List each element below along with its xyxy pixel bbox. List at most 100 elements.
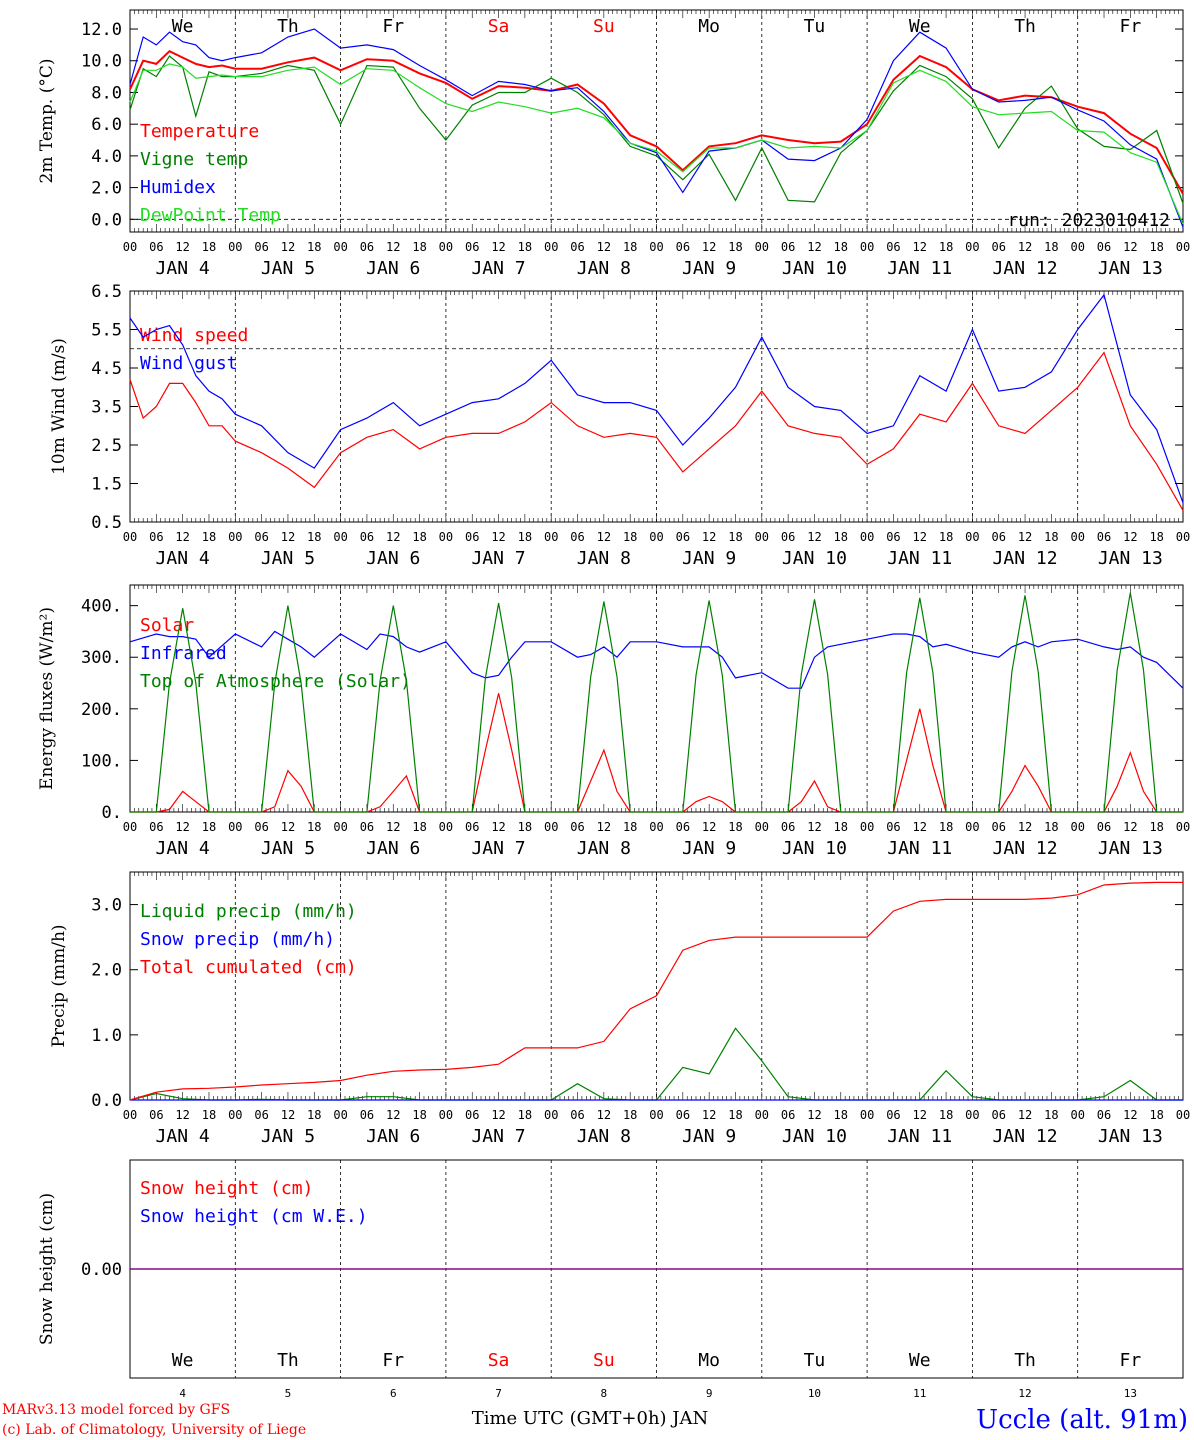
x-hour-label: 12 <box>491 820 505 834</box>
weekday-label: We <box>909 16 931 37</box>
x-date-label: JAN 4 <box>156 258 210 279</box>
x-hour-label: 18 <box>1044 530 1058 544</box>
x-hour-label: 12 <box>175 530 189 544</box>
y-axis-label: Snow height (cm) <box>37 1193 57 1345</box>
x-date-label: JAN 12 <box>993 838 1058 859</box>
x-hour-label: 18 <box>202 530 216 544</box>
x-date-label: JAN 11 <box>887 548 952 569</box>
x-hour-label: 00 <box>439 1108 453 1122</box>
x-hour-label: 06 <box>149 820 163 834</box>
x-hour-label: 18 <box>1044 240 1058 254</box>
x-hour-label: 12 <box>1123 1108 1137 1122</box>
x-date-label: JAN 5 <box>261 1126 315 1147</box>
y-tick-label: 200. <box>81 700 122 720</box>
day-number-label: 8 <box>601 1387 608 1400</box>
weekday-label: Sa <box>488 16 510 37</box>
x-hour-label: 18 <box>834 1108 848 1122</box>
x-hour-label: 18 <box>412 820 426 834</box>
y-axis-label: 10m Wind (m/s) <box>49 338 69 475</box>
x-hour-label: 06 <box>360 1108 374 1122</box>
x-hour-label: 00 <box>228 240 242 254</box>
x-axis-label: Time UTC (GMT+0h) JAN <box>472 1408 709 1429</box>
x-hour-label: 00 <box>649 240 663 254</box>
x-hour-label: 00 <box>228 820 242 834</box>
series-line-top-of-atmosphere-solar- <box>130 592 1183 813</box>
x-date-label: JAN 11 <box>887 838 952 859</box>
y-tick-label: 2.0 <box>91 179 122 199</box>
x-hour-label: 00 <box>755 1108 769 1122</box>
panel-1: 0.0 2.0 4.0 6.0 8.0 10.0 12.0 2m Temp. (°C) Temp… <box>37 9 1190 279</box>
y-tick-label: 0.0 <box>91 210 122 230</box>
x-hour-label: 12 <box>1018 240 1032 254</box>
x-hour-label: 06 <box>254 1108 268 1122</box>
x-date-label: JAN 7 <box>471 258 525 279</box>
x-hour-label: 18 <box>728 240 742 254</box>
series-line-total-cumulated-cm- <box>129 881 1183 1101</box>
panel-2: 0.5 1.5 2.5 3.5 4.5 5.5 6.5 10m Wind (m/s) Wind … <box>49 282 1190 569</box>
x-hour-label: 06 <box>991 530 1005 544</box>
footer-model: MARv3.13 model forced by GFS <box>2 1402 230 1418</box>
x-hour-label: 00 <box>228 1108 242 1122</box>
x-hour-label: 06 <box>149 240 163 254</box>
x-hour-label: 18 <box>623 530 637 544</box>
x-hour-label: 00 <box>1176 820 1190 834</box>
x-hour-label: 12 <box>1018 820 1032 834</box>
x-hour-label: 12 <box>913 530 927 544</box>
x-hour-label: 12 <box>702 820 716 834</box>
x-hour-label: 00 <box>860 1108 874 1122</box>
x-hour-label: 00 <box>544 1108 558 1122</box>
x-hour-label: 00 <box>965 240 979 254</box>
x-hour-label: 00 <box>755 530 769 544</box>
legend-entry: Top of Atmosphere (Solar) <box>140 671 411 692</box>
x-hour-label: 12 <box>1123 240 1137 254</box>
x-hour-label: 00 <box>1176 530 1190 544</box>
x-hour-label: 06 <box>465 1108 479 1122</box>
x-date-label: JAN 9 <box>682 1126 736 1147</box>
x-hour-label: 00 <box>1070 530 1084 544</box>
weekday-label: Th <box>1014 16 1036 37</box>
legend-entry: DewPoint Temp <box>140 205 281 226</box>
weekday-label: Su <box>593 1350 615 1371</box>
x-hour-label: 00 <box>860 530 874 544</box>
x-hour-label: 00 <box>333 1108 347 1122</box>
y-tick-label: 0.00 <box>81 1260 122 1280</box>
series-line-temperature <box>129 49 1184 195</box>
weekday-label: Mo <box>698 16 720 37</box>
x-hour-label: 12 <box>913 1108 927 1122</box>
day-number-label: 13 <box>1124 1387 1137 1400</box>
x-hour-label: 12 <box>702 240 716 254</box>
weekday-label: We <box>909 1350 931 1371</box>
x-hour-label: 06 <box>149 530 163 544</box>
x-hour-label: 12 <box>807 820 821 834</box>
x-hour-label: 06 <box>886 1108 900 1122</box>
x-hour-label: 00 <box>333 820 347 834</box>
weekday-label: Th <box>1014 1350 1036 1371</box>
x-hour-label: 18 <box>307 530 321 544</box>
x-date-label: JAN 7 <box>471 548 525 569</box>
x-hour-label: 00 <box>965 530 979 544</box>
x-date-label: JAN 8 <box>577 1126 631 1147</box>
x-hour-label: 12 <box>807 240 821 254</box>
x-hour-label: 00 <box>544 240 558 254</box>
x-hour-label: 12 <box>175 820 189 834</box>
weekday-label: Mo <box>698 1350 720 1371</box>
x-hour-label: 00 <box>860 240 874 254</box>
run-label: run: 2023010412 <box>1007 210 1170 231</box>
x-hour-label: 00 <box>439 530 453 544</box>
x-hour-label: 06 <box>254 530 268 544</box>
x-date-label: JAN 6 <box>366 548 420 569</box>
x-hour-label: 18 <box>1149 530 1163 544</box>
weekday-label: Su <box>593 16 615 37</box>
x-hour-label: 12 <box>597 240 611 254</box>
y-tick-label: 1.0 <box>91 1026 122 1046</box>
series-line-humidex <box>129 28 1184 228</box>
day-number-label: 10 <box>808 1387 821 1400</box>
x-hour-label: 18 <box>307 820 321 834</box>
x-hour-label: 00 <box>333 530 347 544</box>
x-hour-label: 00 <box>860 820 874 834</box>
y-axis-label: Precip (mm/h) <box>49 924 69 1047</box>
x-date-label: JAN 8 <box>577 548 631 569</box>
weekday-label: Tu <box>804 1350 826 1371</box>
x-date-label: JAN 10 <box>782 1126 847 1147</box>
